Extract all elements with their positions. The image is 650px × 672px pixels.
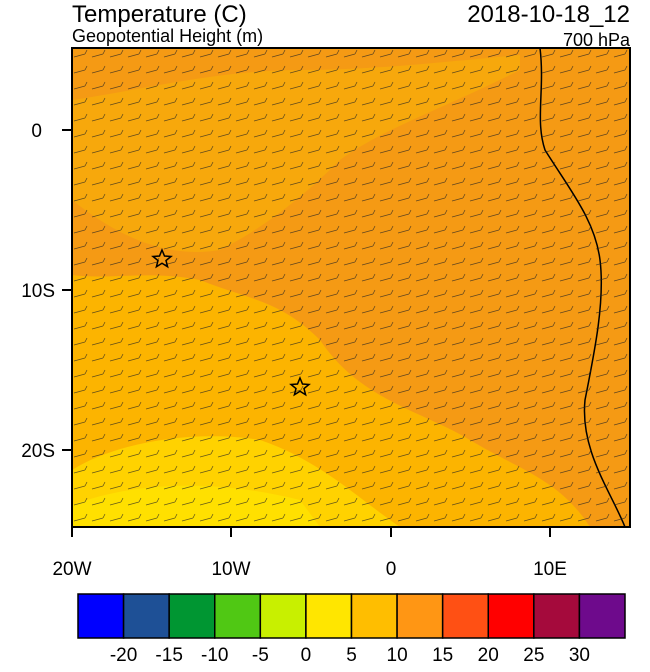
colorbar-box bbox=[168, 593, 216, 639]
lat-label: 10S bbox=[21, 281, 55, 302]
lat-label: 0 bbox=[31, 121, 42, 142]
colorbar-label: -20 bbox=[110, 645, 137, 666]
lon-label: 10E bbox=[533, 559, 567, 580]
lat-label: 20S bbox=[21, 441, 55, 462]
colorbar-label: 25 bbox=[523, 645, 544, 666]
colorbar-box bbox=[487, 593, 535, 639]
colorbar-box bbox=[396, 593, 444, 639]
lon-label: 10W bbox=[211, 559, 250, 580]
colorbar-box bbox=[533, 593, 581, 639]
map-field bbox=[72, 48, 630, 527]
lon-label: 0 bbox=[386, 559, 397, 580]
colorbar-label: 15 bbox=[432, 645, 453, 666]
tick-marks bbox=[62, 129, 551, 537]
colorbar-label: 0 bbox=[301, 645, 312, 666]
lon-label: 20W bbox=[52, 559, 91, 580]
colorbar-box bbox=[77, 593, 125, 639]
colorbar-label: -5 bbox=[252, 645, 269, 666]
date: 2018-10-18_12 bbox=[467, 1, 630, 28]
subtitle: Geopotential Height (m) bbox=[72, 26, 263, 46]
colorbar-box bbox=[441, 593, 489, 639]
colorbar-label: 20 bbox=[478, 645, 499, 666]
colorbar-label: -15 bbox=[155, 645, 182, 666]
colorbar-box bbox=[259, 593, 307, 639]
colorbar-label: 5 bbox=[346, 645, 357, 666]
colorbar-label: 30 bbox=[569, 645, 590, 666]
colorbar-box bbox=[578, 593, 626, 639]
colorbar-box bbox=[305, 593, 353, 639]
map-frame bbox=[71, 47, 631, 528]
colorbar-box bbox=[350, 593, 398, 639]
level: 700 hPa bbox=[563, 30, 631, 50]
title: Temperature (C) bbox=[72, 1, 247, 28]
colorbar-label: 10 bbox=[387, 645, 408, 666]
colorbar-label: -10 bbox=[201, 645, 228, 666]
colorbar: -20 -15 -10 -5 0 5 10 15 20 25 30 bbox=[77, 593, 626, 666]
colorbar-box bbox=[214, 593, 262, 639]
colorbar-box bbox=[122, 593, 170, 639]
